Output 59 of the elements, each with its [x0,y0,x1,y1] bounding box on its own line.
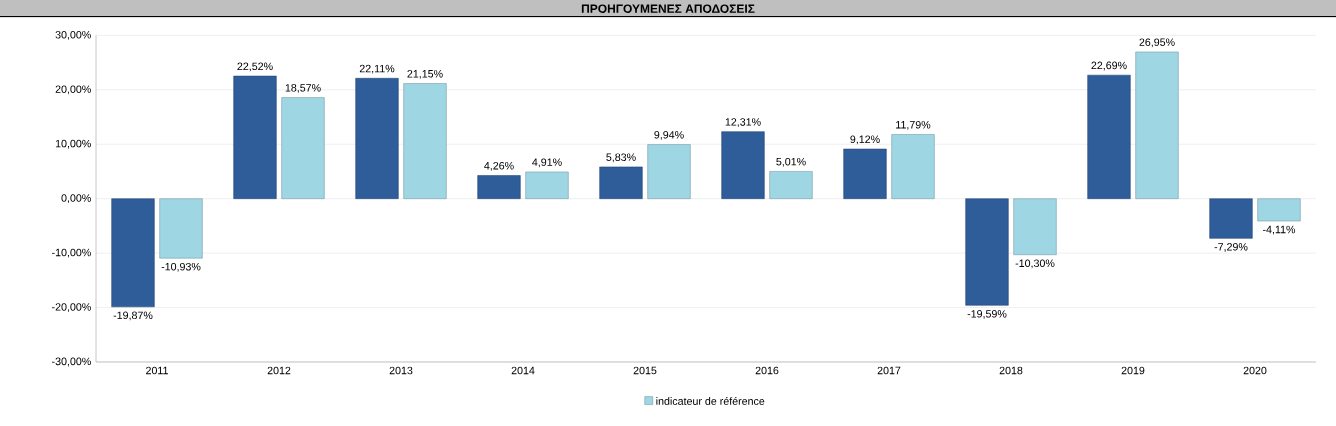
bar [233,75,277,199]
bar [891,134,935,199]
data-label: 5,83% [606,153,636,163]
bar [355,78,399,199]
chart-title: ΠΡΟΗΓΟΥΜΕΝΕΣ ΑΠΟΔΟΣΕΙΣ [581,4,755,13]
data-label: 21,15% [407,70,443,79]
y-tick-label: 30,00% [55,30,91,40]
data-label: 22,69% [1091,61,1127,71]
data-label: 22,11% [359,64,395,74]
bar [477,175,521,199]
data-label: -19,87% [113,311,153,321]
x-tick-label: 2017 [877,366,901,375]
bar [1135,51,1179,199]
y-tick-label: 20,00% [55,85,91,95]
bar [1013,198,1057,256]
data-label: -19,59% [967,310,1007,319]
data-label: -10,93% [161,262,201,272]
x-tick-label: 2014 [511,366,535,375]
y-tick-label: -30,00% [52,357,91,367]
x-tick-label: 2020 [1243,366,1267,375]
bar [403,83,447,199]
data-label: 22,52% [237,62,273,72]
y-tick-label: 10,00% [55,139,91,149]
x-tick-label: 2011 [146,366,168,375]
bar [721,131,765,199]
data-label: 12,31% [725,118,761,127]
data-label: 5,01% [776,157,806,167]
x-tick-label: 2013 [389,366,413,375]
x-tick-label: 2012 [267,366,291,375]
x-tick-label: 2015 [633,366,657,375]
bar [769,171,813,199]
bar [843,148,887,199]
data-label: 9,94% [654,131,684,140]
bar [1087,74,1131,199]
x-tick-label: 2018 [999,366,1023,375]
bar [159,198,203,259]
bar [965,198,1009,306]
legend-label: indicateur de référence [656,396,765,405]
data-label: -10,30% [1015,259,1055,269]
data-label: 9,12% [850,135,880,145]
bar [647,144,691,199]
bar [525,171,569,199]
bar [1209,198,1253,239]
y-tick-label: 0,00% [61,194,91,204]
y-tick-label: -20,00% [52,303,91,312]
bar [281,97,325,199]
data-label: 11,79% [896,120,931,130]
bar [111,198,155,308]
bar [1257,198,1301,222]
data-label: -7,29% [1214,243,1248,252]
data-label: -4,11% [1262,225,1296,235]
data-label: 26,95% [1139,38,1175,48]
bar [599,166,643,199]
data-label: 4,91% [532,158,562,168]
data-label: 18,57% [285,84,321,93]
x-tick-label: 2019 [1121,366,1145,375]
x-tick-label: 2016 [755,366,779,375]
data-label: 4,26% [484,161,514,171]
y-tick-label: -10,00% [52,248,91,258]
